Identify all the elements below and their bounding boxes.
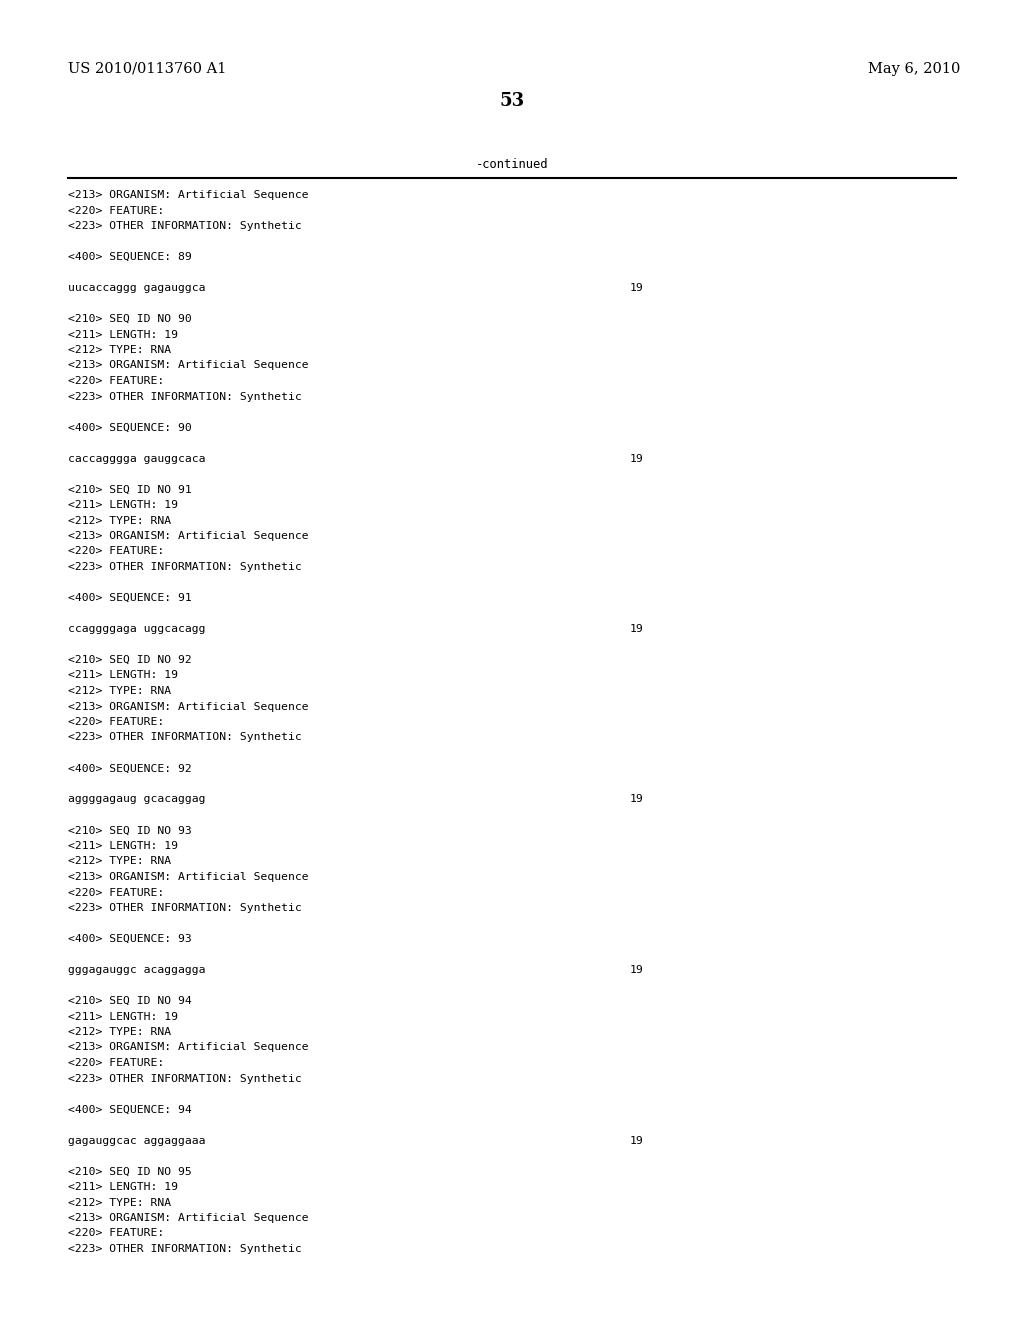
Text: <211> LENGTH: 19: <211> LENGTH: 19 — [68, 1011, 178, 1022]
Text: <220> FEATURE:: <220> FEATURE: — [68, 206, 164, 215]
Text: gagauggcac aggaggaaa: gagauggcac aggaggaaa — [68, 1135, 206, 1146]
Text: <211> LENGTH: 19: <211> LENGTH: 19 — [68, 1181, 178, 1192]
Text: <213> ORGANISM: Artificial Sequence: <213> ORGANISM: Artificial Sequence — [68, 1043, 308, 1052]
Text: <213> ORGANISM: Artificial Sequence: <213> ORGANISM: Artificial Sequence — [68, 873, 308, 882]
Text: <213> ORGANISM: Artificial Sequence: <213> ORGANISM: Artificial Sequence — [68, 190, 308, 201]
Text: 19: 19 — [630, 965, 644, 975]
Text: <213> ORGANISM: Artificial Sequence: <213> ORGANISM: Artificial Sequence — [68, 1213, 308, 1224]
Text: 19: 19 — [630, 454, 644, 463]
Text: <223> OTHER INFORMATION: Synthetic: <223> OTHER INFORMATION: Synthetic — [68, 562, 302, 572]
Text: 53: 53 — [500, 92, 524, 110]
Text: aggggagaug gcacaggag: aggggagaug gcacaggag — [68, 795, 206, 804]
Text: <400> SEQUENCE: 91: <400> SEQUENCE: 91 — [68, 593, 191, 603]
Text: gggagauggc acaggagga: gggagauggc acaggagga — [68, 965, 206, 975]
Text: <212> TYPE: RNA: <212> TYPE: RNA — [68, 686, 171, 696]
Text: <400> SEQUENCE: 93: <400> SEQUENCE: 93 — [68, 935, 191, 944]
Text: caccagggga gauggcaca: caccagggga gauggcaca — [68, 454, 206, 463]
Text: <223> OTHER INFORMATION: Synthetic: <223> OTHER INFORMATION: Synthetic — [68, 1243, 302, 1254]
Text: -continued: -continued — [476, 158, 548, 172]
Text: 19: 19 — [630, 795, 644, 804]
Text: <400> SEQUENCE: 94: <400> SEQUENCE: 94 — [68, 1105, 191, 1114]
Text: <400> SEQUENCE: 90: <400> SEQUENCE: 90 — [68, 422, 191, 433]
Text: <212> TYPE: RNA: <212> TYPE: RNA — [68, 857, 171, 866]
Text: <400> SEQUENCE: 89: <400> SEQUENCE: 89 — [68, 252, 191, 261]
Text: 19: 19 — [630, 282, 644, 293]
Text: <223> OTHER INFORMATION: Synthetic: <223> OTHER INFORMATION: Synthetic — [68, 392, 302, 401]
Text: May 6, 2010: May 6, 2010 — [867, 62, 961, 77]
Text: ccaggggaga uggcacagg: ccaggggaga uggcacagg — [68, 624, 206, 634]
Text: <210> SEQ ID NO 95: <210> SEQ ID NO 95 — [68, 1167, 191, 1176]
Text: <210> SEQ ID NO 93: <210> SEQ ID NO 93 — [68, 825, 191, 836]
Text: <213> ORGANISM: Artificial Sequence: <213> ORGANISM: Artificial Sequence — [68, 360, 308, 371]
Text: <210> SEQ ID NO 92: <210> SEQ ID NO 92 — [68, 655, 191, 665]
Text: <210> SEQ ID NO 94: <210> SEQ ID NO 94 — [68, 997, 191, 1006]
Text: <220> FEATURE:: <220> FEATURE: — [68, 1229, 164, 1238]
Text: 19: 19 — [630, 1135, 644, 1146]
Text: <223> OTHER INFORMATION: Synthetic: <223> OTHER INFORMATION: Synthetic — [68, 220, 302, 231]
Text: <400> SEQUENCE: 92: <400> SEQUENCE: 92 — [68, 763, 191, 774]
Text: <223> OTHER INFORMATION: Synthetic: <223> OTHER INFORMATION: Synthetic — [68, 1073, 302, 1084]
Text: <220> FEATURE:: <220> FEATURE: — [68, 546, 164, 557]
Text: <223> OTHER INFORMATION: Synthetic: <223> OTHER INFORMATION: Synthetic — [68, 733, 302, 742]
Text: <212> TYPE: RNA: <212> TYPE: RNA — [68, 516, 171, 525]
Text: <212> TYPE: RNA: <212> TYPE: RNA — [68, 345, 171, 355]
Text: <220> FEATURE:: <220> FEATURE: — [68, 1059, 164, 1068]
Text: <220> FEATURE:: <220> FEATURE: — [68, 717, 164, 727]
Text: <210> SEQ ID NO 90: <210> SEQ ID NO 90 — [68, 314, 191, 323]
Text: 19: 19 — [630, 624, 644, 634]
Text: <220> FEATURE:: <220> FEATURE: — [68, 887, 164, 898]
Text: <213> ORGANISM: Artificial Sequence: <213> ORGANISM: Artificial Sequence — [68, 701, 308, 711]
Text: <223> OTHER INFORMATION: Synthetic: <223> OTHER INFORMATION: Synthetic — [68, 903, 302, 913]
Text: US 2010/0113760 A1: US 2010/0113760 A1 — [68, 62, 226, 77]
Text: <211> LENGTH: 19: <211> LENGTH: 19 — [68, 841, 178, 851]
Text: <211> LENGTH: 19: <211> LENGTH: 19 — [68, 671, 178, 681]
Text: <220> FEATURE:: <220> FEATURE: — [68, 376, 164, 385]
Text: <212> TYPE: RNA: <212> TYPE: RNA — [68, 1027, 171, 1038]
Text: <213> ORGANISM: Artificial Sequence: <213> ORGANISM: Artificial Sequence — [68, 531, 308, 541]
Text: <212> TYPE: RNA: <212> TYPE: RNA — [68, 1197, 171, 1208]
Text: uucaccaggg gagauggca: uucaccaggg gagauggca — [68, 282, 206, 293]
Text: <211> LENGTH: 19: <211> LENGTH: 19 — [68, 330, 178, 339]
Text: <211> LENGTH: 19: <211> LENGTH: 19 — [68, 500, 178, 510]
Text: <210> SEQ ID NO 91: <210> SEQ ID NO 91 — [68, 484, 191, 495]
